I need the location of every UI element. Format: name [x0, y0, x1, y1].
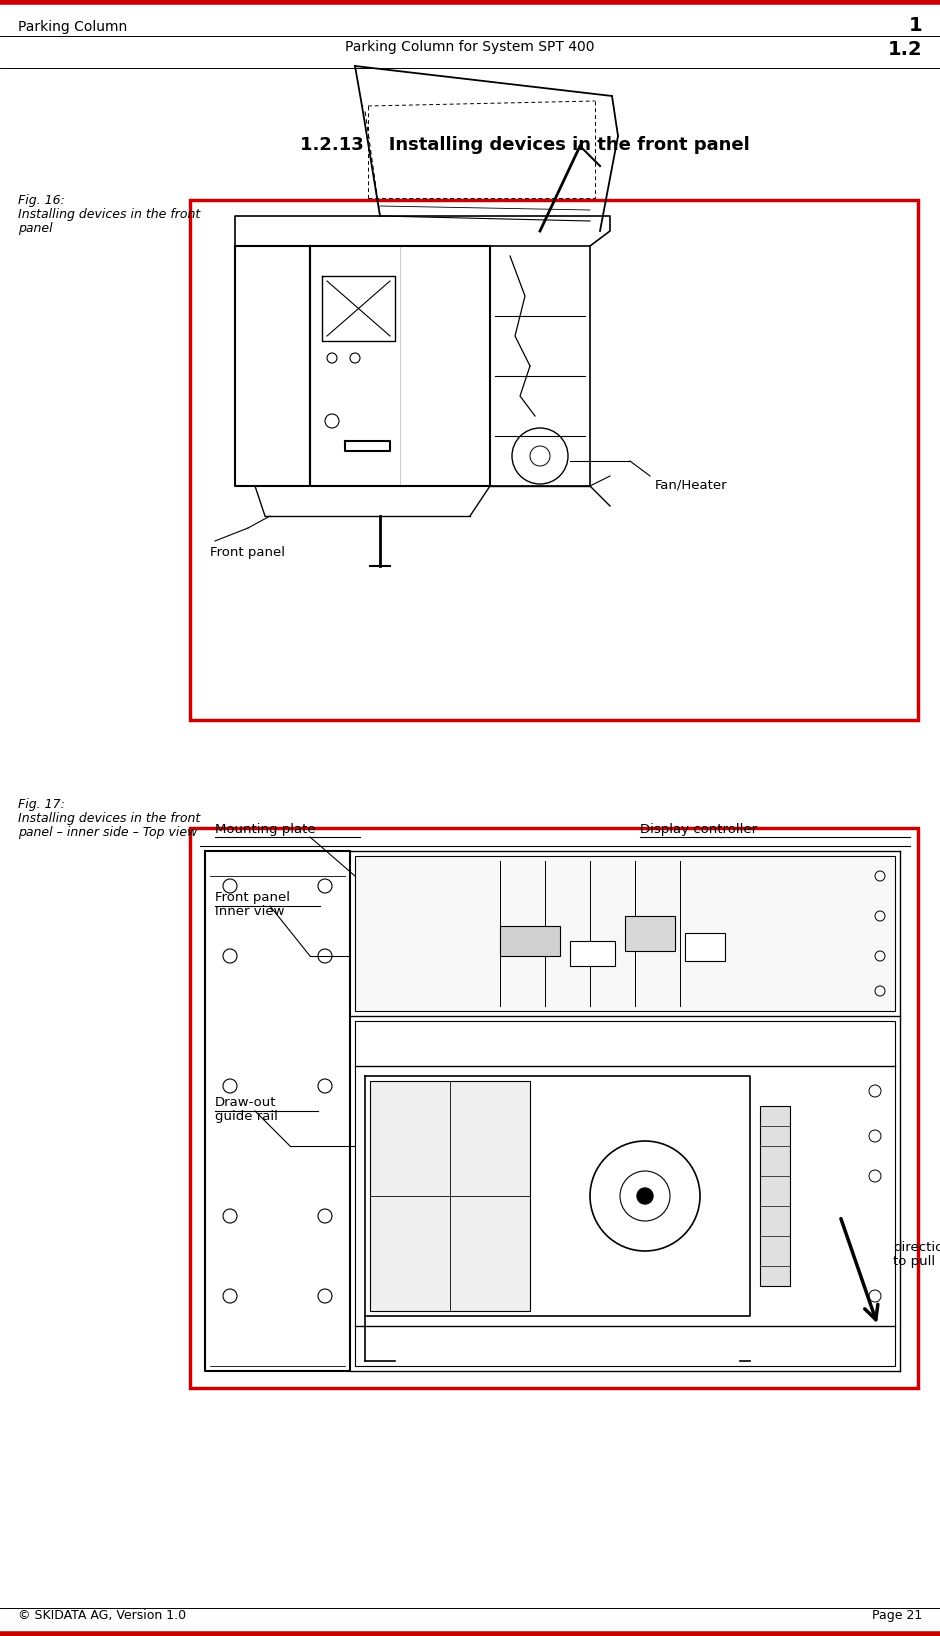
Text: Display controller: Display controller [640, 823, 757, 836]
Text: 1: 1 [908, 16, 922, 34]
Text: Page 21: Page 21 [871, 1608, 922, 1621]
Text: Front panel: Front panel [215, 892, 290, 905]
Bar [500, 926, 560, 955]
Text: Mounting plate: Mounting plate [215, 823, 316, 836]
Circle shape [637, 1188, 653, 1204]
Bar [190, 200, 918, 720]
Text: Fan/Heater: Fan/Heater [655, 479, 728, 492]
Bar [370, 1081, 530, 1310]
Bar [685, 933, 725, 960]
Text: Draw-out: Draw-out [215, 1096, 276, 1109]
Text: 1.2.13    Installing devices in the front panel: 1.2.13 Installing devices in the front p… [300, 136, 750, 154]
Text: Fig. 17:: Fig. 17: [18, 798, 65, 811]
Text: panel: panel [18, 222, 53, 236]
Text: Parking Column for System SPT 400: Parking Column for System SPT 400 [345, 39, 595, 54]
Text: Front panel: Front panel [210, 546, 285, 560]
Bar [760, 1106, 790, 1286]
Text: direction: direction [893, 1242, 940, 1255]
Text: to pull: to pull [893, 1255, 935, 1268]
Text: panel – inner side – Top view: panel – inner side – Top view [18, 826, 197, 839]
Text: © SKIDATA AG, Version 1.0: © SKIDATA AG, Version 1.0 [18, 1608, 186, 1621]
Bar [190, 828, 918, 1387]
Text: Fig. 16:: Fig. 16: [18, 195, 65, 208]
Bar [355, 856, 895, 1011]
Text: 1.2: 1.2 [887, 39, 922, 59]
Text: Installing devices in the front: Installing devices in the front [18, 208, 200, 221]
Bar [570, 941, 615, 965]
Text: Parking Column: Parking Column [18, 20, 127, 34]
Text: guide rail: guide rail [215, 1109, 278, 1122]
Text: Installing devices in the front: Installing devices in the front [18, 811, 200, 825]
Text: Inner view: Inner view [215, 905, 285, 918]
Bar [625, 916, 675, 951]
